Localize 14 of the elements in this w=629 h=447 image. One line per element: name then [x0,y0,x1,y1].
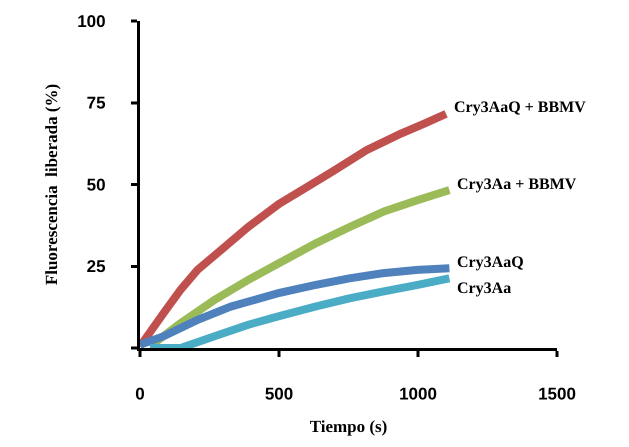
series-label: Cry3Aa [457,280,512,297]
x-tick-label: 1000 [399,384,437,404]
y-tick-label: 50 [86,175,106,194]
series-label: Cry3AaQ + BBMV [454,99,586,116]
y-axis-title: Fluorescencia liberada (%) [42,84,61,286]
x-tick-label: 500 [264,384,294,404]
y-tick-label: 25 [86,257,106,276]
y-tick-label: 75 [86,94,106,113]
series-label: Cry3AaQ [457,254,524,271]
x-axis-title: Tiempo (s) [310,416,388,436]
series-label: Cry3Aa + BBMV [457,176,577,193]
x-tick-label: 0 [135,384,145,404]
y-tick-label: 100 [77,12,106,31]
x-tick-label: 1500 [538,384,576,404]
